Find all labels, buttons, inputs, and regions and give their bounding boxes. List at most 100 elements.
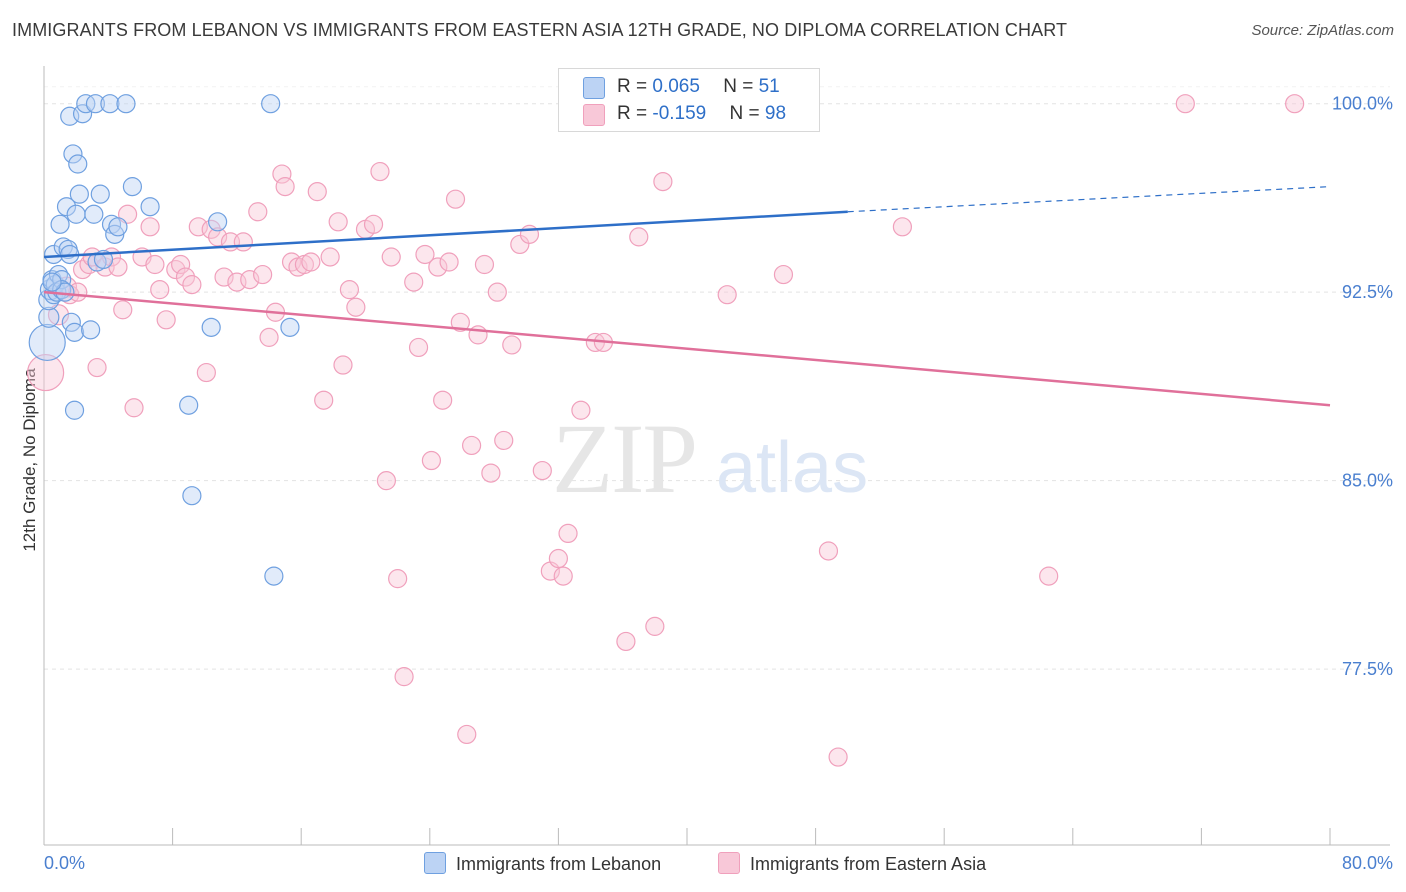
- lebanon-r-value: 0.065: [652, 76, 700, 97]
- eastern-asia-trend-line: [43, 290, 1331, 407]
- eastern-asia-point: [487, 282, 507, 302]
- eastern-asia-point: [421, 450, 442, 471]
- eastern-asia-point: [140, 217, 160, 237]
- eastern-asia-point: [272, 164, 292, 184]
- watermark-zip: ZIP: [552, 403, 696, 514]
- eastern-asia-point: [240, 269, 260, 290]
- eastern-asia-point: [510, 234, 530, 255]
- eastern-asia-point: [439, 252, 459, 272]
- bottom-eastern-asia-label: Immigrants from Eastern Asia: [750, 854, 987, 874]
- eastern-asia-point: [892, 217, 913, 237]
- eastern-asia-point: [388, 569, 408, 589]
- lebanon-point: [108, 217, 128, 237]
- eastern-asia-point: [339, 280, 360, 300]
- eastern-asia-point: [828, 747, 848, 767]
- lebanon-point: [44, 244, 64, 265]
- lebanon-point: [84, 204, 104, 224]
- bottom-lebanon-swatch: [424, 852, 446, 874]
- lebanon-point: [261, 94, 281, 114]
- tick-labels: 77.5% 85.0% 92.5% 100.0% 0.0% 80.0%: [44, 94, 1393, 873]
- eastern-asia-point: [370, 161, 390, 182]
- lebanon-n-label: N =: [723, 76, 759, 97]
- axes: [43, 66, 1390, 846]
- eastern-asia-point: [259, 327, 279, 347]
- y-tick-label: 100.0%: [1332, 94, 1393, 114]
- lebanon-point: [179, 395, 199, 415]
- eastern-asia-point: [314, 390, 334, 410]
- eastern-asia-point: [616, 631, 636, 652]
- eastern-asia-points: [27, 94, 1305, 767]
- lebanon-point: [64, 322, 85, 342]
- eastern-asia-point: [175, 267, 196, 287]
- legend-row-eastern-asia: R = -0.159 N = 98: [583, 103, 787, 126]
- lebanon-r-label: R =: [617, 76, 653, 97]
- eastern-asia-point: [275, 177, 295, 197]
- lebanon-point: [140, 197, 160, 217]
- lebanon-point: [90, 184, 110, 204]
- lebanon-point: [64, 400, 85, 420]
- eastern-asia-point: [171, 254, 191, 275]
- lebanon-trend-extension: [847, 186, 1331, 213]
- watermark: ZIP atlas: [552, 403, 868, 514]
- lebanon-point: [50, 214, 70, 234]
- eastern-asia-swatch: [583, 104, 605, 126]
- lebanon-point: [280, 317, 300, 337]
- eastern-asia-point: [1285, 94, 1305, 114]
- eastern-asia-point: [433, 390, 453, 410]
- eastern-asia-point: [27, 353, 65, 392]
- y-tick-label: 85.0%: [1342, 471, 1393, 491]
- eastern-asia-point: [457, 724, 477, 745]
- eastern-asia-point: [548, 548, 569, 569]
- eastern-asia-point: [461, 435, 482, 456]
- eastern-asia-point: [1039, 566, 1059, 586]
- eastern-asia-point: [156, 310, 176, 330]
- eastern-asia-point: [481, 463, 501, 483]
- lebanon-point: [85, 94, 106, 114]
- eastern-asia-point: [404, 272, 424, 292]
- eastern-asia-point: [653, 171, 673, 192]
- lebanon-point: [56, 197, 77, 217]
- bottom-eastern-asia-swatch: [718, 852, 740, 874]
- eastern-asia-point: [307, 182, 327, 202]
- eastern-asia-point: [87, 357, 107, 378]
- watermark-atlas: atlas: [716, 428, 868, 508]
- bottom-lebanon-label: Immigrants from Lebanon: [456, 854, 662, 874]
- eastern-asia-point: [208, 227, 228, 247]
- lebanon-point: [76, 94, 96, 114]
- bottom-legend-eastern-asia: Immigrants from Eastern Asia: [718, 852, 986, 875]
- y-tick-label: 77.5%: [1342, 659, 1393, 679]
- eastern-asia-point: [253, 264, 273, 285]
- lebanon-point: [208, 212, 228, 232]
- eastern-asia-point: [1175, 94, 1195, 114]
- lebanon-trend-line: [43, 210, 848, 259]
- eastern-asia-n-value: 98: [764, 103, 787, 124]
- source-label: Source: ZipAtlas.com: [1251, 22, 1394, 39]
- eastern-asia-point: [558, 523, 578, 544]
- lebanon-point: [68, 154, 88, 174]
- lebanon-point: [42, 272, 62, 292]
- eastern-asia-point: [717, 285, 737, 305]
- lebanon-point: [201, 317, 221, 337]
- eastern-asia-point: [376, 471, 396, 491]
- lebanon-swatch: [583, 77, 605, 99]
- lebanon-point: [264, 566, 284, 586]
- legend-row-lebanon: R = 0.065 N = 51: [583, 76, 780, 99]
- lebanon-point: [116, 94, 136, 114]
- eastern-asia-point: [346, 297, 366, 317]
- lebanon-point: [182, 486, 202, 506]
- eastern-asia-point: [474, 254, 495, 275]
- correlation-legend: R = 0.065 N = 51 R = -0.159 N = 98: [558, 68, 820, 132]
- eastern-asia-point: [182, 275, 202, 295]
- eastern-asia-point: [233, 232, 253, 252]
- eastern-asia-point: [571, 400, 591, 420]
- bottom-legend-lebanon: Immigrants from Lebanon: [424, 852, 661, 875]
- lebanon-point: [63, 144, 83, 164]
- eastern-asia-point: [494, 430, 514, 451]
- eastern-asia-point: [818, 541, 839, 561]
- eastern-asia-point: [363, 214, 384, 234]
- eastern-asia-point: [124, 398, 144, 418]
- eastern-asia-point: [196, 362, 216, 383]
- eastern-asia-point: [553, 566, 573, 586]
- eastern-asia-point: [773, 264, 794, 285]
